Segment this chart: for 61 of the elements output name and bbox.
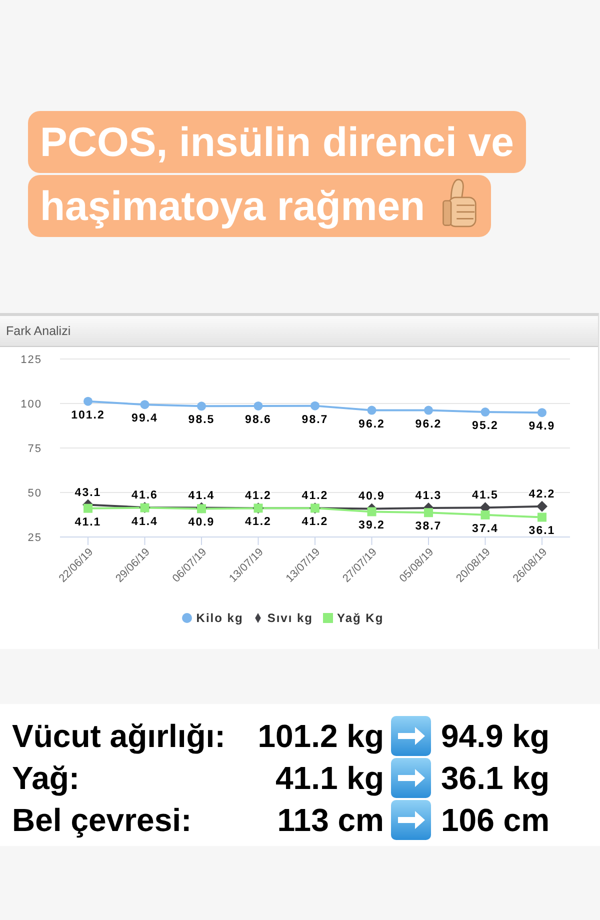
point: [480, 510, 490, 520]
text: Vücut ağırlığı:: [12, 717, 226, 755]
data-label: 41.3: [415, 490, 442, 502]
point: [480, 408, 490, 417]
text: 36.1 kg: [441, 759, 550, 797]
point: [538, 408, 546, 418]
data-label: 101.2: [71, 409, 105, 422]
chart-subtitle: Fark Analizi: [6, 324, 71, 338]
point: [84, 504, 92, 513]
point: [310, 401, 320, 410]
point: [367, 406, 376, 415]
text: 41.1 kg: [275, 759, 384, 797]
point: [197, 402, 206, 411]
data-label: 42.2: [528, 488, 556, 500]
data-label: 43.1: [74, 486, 102, 499]
data-label: 41.6: [132, 489, 158, 502]
data-label: 41.2: [245, 490, 272, 502]
data-label: 36.1: [528, 525, 556, 538]
data-label: 96.2: [358, 418, 385, 430]
data-label: 95.2: [472, 420, 498, 432]
data-label: 41.2: [245, 516, 272, 528]
data-label: 99.4: [132, 412, 158, 425]
y-tick-label: 125: [20, 354, 42, 366]
chart-title: PCOS, insülin direnci ve haşimatoya rağmen: [40, 119, 514, 229]
y-tick-label: 75: [28, 442, 42, 455]
data-label: 41.4: [188, 490, 215, 502]
legend-label: Sıvı kg: [267, 611, 313, 625]
data-label: 41.1: [74, 516, 102, 528]
data-label: 41.5: [472, 490, 498, 502]
point: [538, 512, 546, 522]
data-label: 98.7: [302, 414, 328, 426]
text: 113 cm: [277, 801, 384, 839]
data-label: 38.7: [415, 520, 442, 533]
point: [424, 508, 433, 518]
y-tick-label: 50: [28, 487, 42, 500]
legend-label: Yağ Kg: [337, 611, 384, 625]
data-label: 94.9: [528, 420, 556, 433]
point: [140, 400, 150, 410]
text: Bel çevresi:: [12, 801, 192, 839]
y-tick-label: 100: [20, 398, 42, 410]
y-tick-label: 25: [28, 532, 42, 544]
point: [536, 500, 548, 512]
data-label: 40.9: [358, 490, 385, 503]
text: 101.2 kg: [258, 717, 384, 755]
text: 106 cm: [441, 801, 550, 839]
point: [254, 401, 263, 410]
data-label: 98.5: [188, 414, 215, 426]
data-label: 39.2: [358, 520, 385, 532]
data-label: 40.9: [188, 516, 215, 529]
data-label: 37.4: [472, 522, 498, 535]
point: [367, 507, 376, 516]
data-label: 41.2: [302, 516, 328, 528]
data-label: 98.6: [245, 414, 272, 426]
point: [424, 406, 433, 415]
text: 94.9 kg: [441, 717, 550, 755]
text: Yağ:: [12, 759, 80, 797]
data-label: 41.2: [302, 490, 328, 502]
legend-label: Kilo kg: [196, 611, 244, 625]
data-label: 41.4: [132, 516, 158, 528]
data-label: 96.2: [415, 418, 442, 430]
point: [84, 396, 92, 406]
